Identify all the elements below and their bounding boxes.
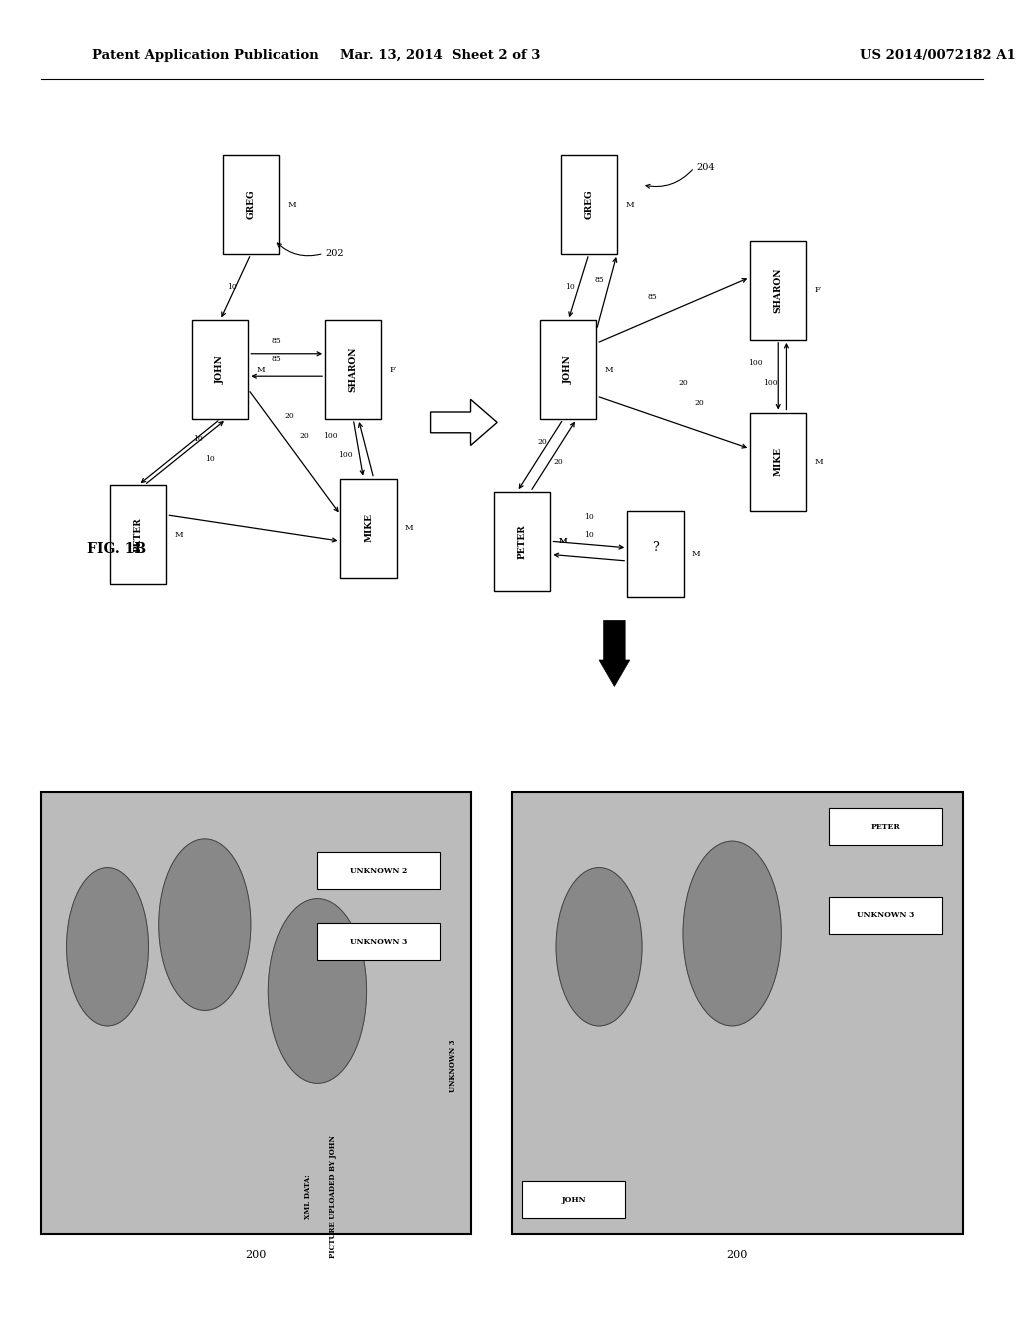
Text: 10: 10 [565,282,575,292]
Text: Mar. 13, 2014  Sheet 2 of 3: Mar. 13, 2014 Sheet 2 of 3 [340,49,541,62]
Text: UNKNOWN 3: UNKNOWN 3 [449,1040,457,1093]
Text: M: M [559,537,567,545]
Text: 202: 202 [326,249,344,257]
FancyBboxPatch shape [317,923,440,960]
Text: 85: 85 [648,293,657,301]
FancyBboxPatch shape [829,808,942,845]
Text: M: M [604,366,613,374]
FancyBboxPatch shape [223,156,279,253]
Text: M: M [625,201,634,209]
Text: F: F [389,366,395,374]
FancyBboxPatch shape [325,321,381,420]
Text: M: M [174,531,183,539]
Ellipse shape [268,899,367,1084]
FancyBboxPatch shape [111,486,166,583]
FancyBboxPatch shape [494,492,551,591]
Text: PETER: PETER [518,524,526,558]
Polygon shape [599,620,630,686]
Text: 100: 100 [338,451,352,459]
Text: 20: 20 [679,379,688,387]
Text: 20: 20 [300,432,309,440]
FancyBboxPatch shape [522,1181,625,1218]
Text: UNKNOWN 3: UNKNOWN 3 [857,911,914,919]
FancyBboxPatch shape [317,853,440,890]
Text: MIKE: MIKE [365,513,373,543]
Text: Patent Application Publication: Patent Application Publication [92,49,318,62]
Text: 10: 10 [205,454,215,463]
Text: 20: 20 [694,399,703,407]
FancyBboxPatch shape [340,479,396,578]
Text: JOHN: JOHN [564,355,572,384]
Text: M: M [815,458,823,466]
Text: 100: 100 [324,432,338,440]
Text: US 2014/0072182 A1: US 2014/0072182 A1 [860,49,1016,62]
Text: 100: 100 [749,359,763,367]
Text: 85: 85 [271,337,282,345]
Text: 10: 10 [227,282,238,292]
Text: M: M [559,537,567,545]
Text: 200: 200 [727,1250,748,1261]
Text: PICTURE UPLOADED BY JOHN: PICTURE UPLOADED BY JOHN [330,1135,338,1258]
Text: 100: 100 [763,379,777,387]
Text: F: F [815,286,820,294]
Text: 10: 10 [193,434,203,444]
FancyBboxPatch shape [541,321,597,420]
FancyBboxPatch shape [193,321,248,420]
FancyBboxPatch shape [41,792,471,1234]
Text: GREG: GREG [585,190,593,219]
Text: 10: 10 [584,513,594,521]
Text: MIKE: MIKE [774,447,782,477]
Ellipse shape [683,841,781,1026]
Text: M: M [287,201,296,209]
Text: PETER: PETER [870,822,901,830]
Text: JOHN: JOHN [561,1196,586,1204]
Text: 200: 200 [246,1250,266,1261]
Text: M: M [256,366,265,374]
Text: XML DATA:: XML DATA: [303,1175,311,1218]
Text: UNKNOWN 2: UNKNOWN 2 [350,867,408,875]
Text: JOHN: JOHN [216,355,224,384]
Polygon shape [430,399,498,445]
Text: 20: 20 [538,438,548,446]
FancyBboxPatch shape [512,792,963,1234]
Text: 10: 10 [584,531,594,539]
Ellipse shape [67,867,148,1026]
Text: M: M [692,550,700,558]
Text: 85: 85 [271,355,282,363]
Text: 20: 20 [553,458,563,466]
Text: PETER: PETER [134,517,142,552]
Text: UNKNOWN 3: UNKNOWN 3 [350,937,408,945]
Ellipse shape [159,840,251,1011]
Text: GREG: GREG [247,190,255,219]
Text: SHARON: SHARON [774,268,782,313]
FancyBboxPatch shape [750,242,807,339]
FancyBboxPatch shape [750,412,807,511]
Text: FIG. 1B: FIG. 1B [87,543,146,556]
FancyBboxPatch shape [829,896,942,933]
Text: 20: 20 [285,412,294,420]
Ellipse shape [556,867,642,1026]
FancyBboxPatch shape [627,511,684,597]
Text: ?: ? [652,541,658,554]
Text: M: M [406,524,414,532]
Text: 85: 85 [594,276,604,285]
FancyBboxPatch shape [561,156,616,253]
Text: SHARON: SHARON [349,347,357,392]
Text: 204: 204 [696,164,715,172]
